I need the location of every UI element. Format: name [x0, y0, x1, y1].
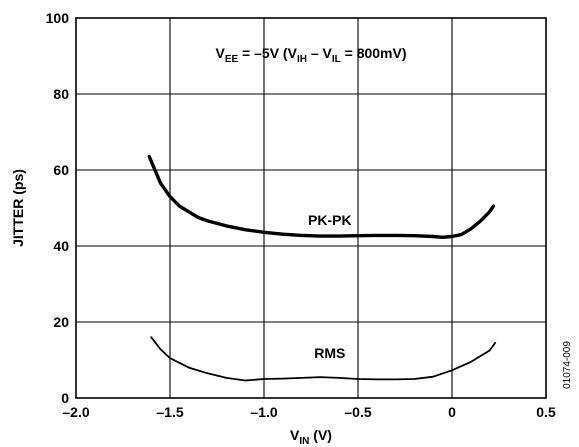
- y-tick-label: 20: [53, 314, 69, 330]
- y-tick-label: 40: [53, 238, 69, 254]
- x-tick-label: 0.5: [536, 404, 556, 420]
- y-tick-label: 80: [53, 86, 69, 102]
- x-axis-title: VIN (V): [290, 427, 332, 447]
- annotation-text: V: [215, 45, 225, 61]
- grid: [76, 18, 546, 398]
- x-tick-label: 0: [448, 404, 456, 420]
- test-condition-annotation: VEE = –5V (VIH – VIL = 800mV): [215, 45, 406, 65]
- annotation-text: = –5V (V: [238, 45, 297, 61]
- y-tick-label: 0: [61, 390, 69, 406]
- x-tick-label: –0.5: [344, 404, 371, 420]
- annotation-subscript: IH: [297, 54, 307, 65]
- y-axis-title: JITTER (ps): [10, 169, 26, 247]
- chart-labels: PK-PK RMS: [308, 212, 352, 361]
- annotation-text: – V: [307, 45, 333, 61]
- series-lines: [147, 154, 497, 382]
- plot-frame: [75, 17, 547, 399]
- x-axis-title-main: V: [290, 427, 300, 443]
- annotation-subscript: EE: [225, 54, 239, 65]
- x-tick-label: –1.0: [250, 404, 277, 420]
- series-label-pk-pk: PK-PK: [308, 212, 352, 228]
- x-tick-label: –1.5: [156, 404, 183, 420]
- figure-id: 01074-009: [562, 341, 573, 389]
- series-label-rms: RMS: [314, 345, 345, 361]
- series-line-rms: [150, 336, 497, 382]
- x-tick-label: –2.0: [62, 404, 89, 420]
- x-axis-title-sub: IN: [299, 436, 309, 447]
- tick-labels: –2.0 –1.5 –1.0 –0.5 0 0.5 0 20 40 60 80 100: [46, 10, 556, 420]
- y-tick-label: 60: [53, 162, 69, 178]
- series-line-pk-pk: [147, 154, 496, 240]
- y-tick-label: 100: [46, 10, 70, 26]
- annotation-subscript: IL: [332, 54, 341, 65]
- x-axis-title-unit: (V): [309, 427, 332, 443]
- annotation-text: = 800mV): [341, 45, 407, 61]
